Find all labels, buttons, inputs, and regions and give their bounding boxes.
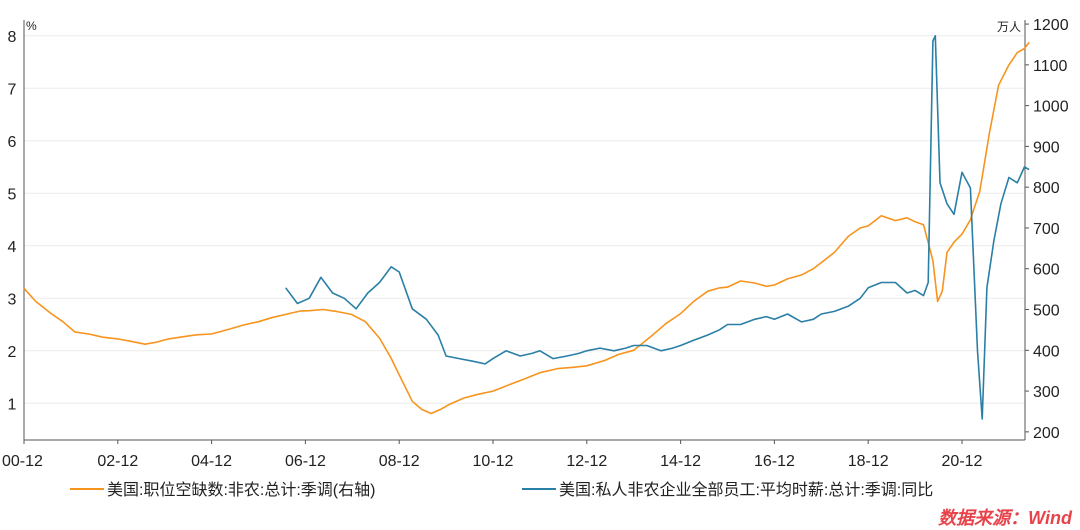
right-tick-label-400: 400 xyxy=(1033,343,1060,360)
left-tick-label-3: 3 xyxy=(8,291,17,308)
right-tick-label-500: 500 xyxy=(1033,303,1060,320)
series-line-job-openings xyxy=(23,41,1030,415)
left-tick-label-6: 6 xyxy=(8,134,17,151)
left-tick-label-5: 5 xyxy=(8,186,17,203)
left-axis-unit: % xyxy=(26,19,37,33)
right-tick-label-1200: 1200 xyxy=(1033,17,1069,34)
right-axis-unit: 万人 xyxy=(997,20,1021,34)
right-tick-label-800: 800 xyxy=(1033,180,1060,197)
series-line-hourly-earnings-yoy xyxy=(285,35,1030,420)
series-layer xyxy=(23,35,1030,420)
x-tick-label-16-12: 16-12 xyxy=(754,453,795,470)
grid-layer xyxy=(24,35,1025,404)
x-tick-label-18-12: 18-12 xyxy=(848,453,889,470)
right-tick-label-1000: 1000 xyxy=(1033,99,1069,116)
legend-label-job-openings: 美国:职位空缺数:非农:总计:季调(右轴) xyxy=(107,481,375,499)
x-tick-label-08-12: 08-12 xyxy=(379,453,420,470)
x-tick-label-02-12: 02-12 xyxy=(97,453,138,470)
right-tick-label-900: 900 xyxy=(1033,139,1060,156)
right-tick-labels: 200 300 400 500 600 700 800 900 1000 1100 1200 xyxy=(1025,17,1069,442)
left-tick-label-2: 2 xyxy=(8,344,17,361)
x-tick-label-06-12: 06-12 xyxy=(285,453,326,470)
right-tick-label-600: 600 xyxy=(1033,262,1060,279)
x-tick-label-20-12: 20-12 xyxy=(942,453,983,470)
x-tick-label-04-12: 04-12 xyxy=(191,453,232,470)
left-tick-label-7: 7 xyxy=(8,81,17,98)
x-tick-labels: 00-12 02-12 04-12 06-12 08-12 10-12 12-12 14-12… xyxy=(2,440,983,470)
left-tick-label-1: 1 xyxy=(8,396,17,413)
right-tick-label-1100: 1100 xyxy=(1033,58,1068,75)
legend: 美国:职位空缺数:非农:总计:季调(右轴) 美国:私人非农企业全部员工:平均时薪… xyxy=(70,481,933,499)
left-tick-label-8: 8 xyxy=(8,29,17,46)
source-watermark: 数据来源：Wind xyxy=(938,508,1073,528)
right-tick-label-300: 300 xyxy=(1033,384,1060,401)
x-tick-label-00-12: 00-12 xyxy=(2,453,43,470)
left-tick-label-4: 4 xyxy=(8,239,17,256)
axis-layer: % 万人 xyxy=(23,19,1026,441)
right-tick-label-200: 200 xyxy=(1033,425,1060,442)
legend-label-hourly-earnings: 美国:私人非农企业全部员工:平均时薪:总计:季调:同比 xyxy=(559,481,933,499)
x-tick-label-12-12: 12-12 xyxy=(566,453,607,470)
x-tick-label-14-12: 14-12 xyxy=(660,453,701,470)
left-tick-labels: 1 2 3 4 5 6 7 8 xyxy=(8,29,17,414)
right-tick-label-700: 700 xyxy=(1033,221,1060,238)
x-tick-label-10-12: 10-12 xyxy=(473,453,514,470)
